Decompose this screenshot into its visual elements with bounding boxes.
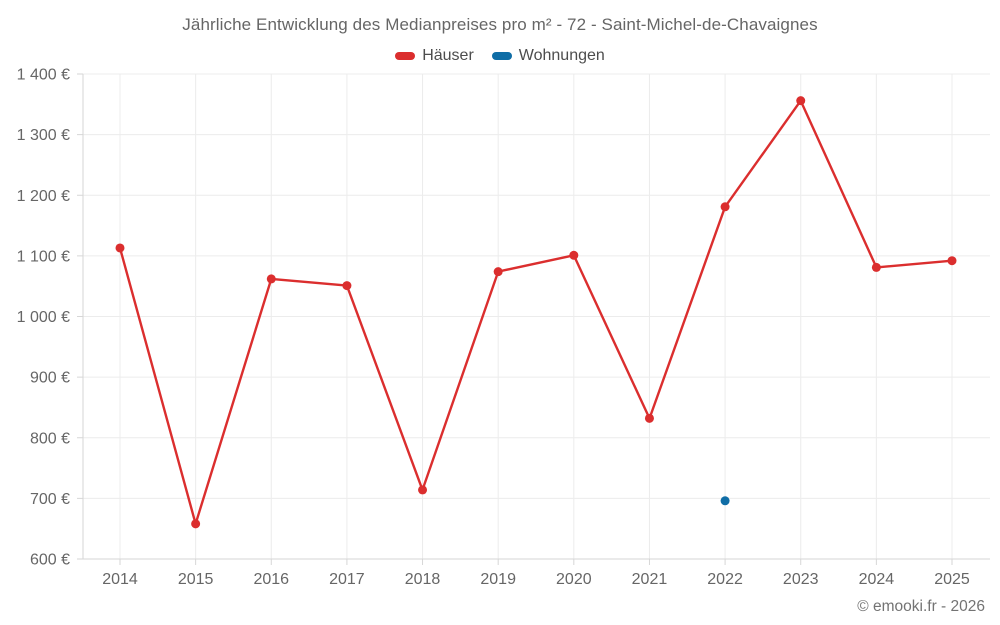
legend-item-wohnungen[interactable]: Wohnungen xyxy=(491,47,605,65)
copyright-watermark: © emooki.fr - 2026 xyxy=(857,598,985,615)
y-tick-label: 1 200 € xyxy=(17,188,70,205)
y-tick-label: 900 € xyxy=(30,370,70,387)
x-tick-label: 2014 xyxy=(102,571,138,588)
y-tick-label: 1 300 € xyxy=(17,127,70,144)
data-point-häuser-2018[interactable] xyxy=(418,485,428,495)
hauser-series-swatch-icon xyxy=(395,52,416,60)
x-tick-label: 2021 xyxy=(632,571,668,588)
x-tick-label: 2015 xyxy=(178,571,214,588)
x-tick-label: 2018 xyxy=(405,571,441,588)
data-point-häuser-2014[interactable] xyxy=(115,243,125,253)
x-tick-label: 2024 xyxy=(859,571,895,588)
x-tick-label: 2016 xyxy=(253,571,289,588)
y-tick-label: 1 000 € xyxy=(17,309,70,326)
y-tick-label: 700 € xyxy=(30,491,70,508)
series-line-häuser xyxy=(118,99,954,525)
x-tick-label: 2025 xyxy=(934,571,970,588)
x-tick-label: 2023 xyxy=(783,571,819,588)
data-point-häuser-2017[interactable] xyxy=(342,281,352,291)
data-point-häuser-2023[interactable] xyxy=(796,96,806,106)
x-tick-label: 2017 xyxy=(329,571,365,588)
y-tick-label: 800 € xyxy=(30,430,70,447)
data-point-häuser-2016[interactable] xyxy=(266,274,276,284)
data-point-wohnungen-2022[interactable] xyxy=(720,496,730,506)
data-point-häuser-2021[interactable] xyxy=(644,413,654,423)
data-point-häuser-2015[interactable] xyxy=(191,519,201,529)
y-tick-label: 1 400 € xyxy=(17,67,70,84)
x-tick-label: 2020 xyxy=(556,571,592,588)
legend: Häuser Wohnungen xyxy=(0,47,1000,65)
x-tick-label: 2022 xyxy=(707,571,743,588)
chart-title: Jährliche Entwicklung des Medianpreises … xyxy=(182,15,818,34)
wohnungen-series-swatch-icon xyxy=(491,52,512,60)
legend-label-wohnungen: Wohnungen xyxy=(518,47,605,64)
legend-item-hauser[interactable]: Häuser xyxy=(395,47,474,65)
data-point-häuser-2024[interactable] xyxy=(871,262,881,272)
legend-label-hauser: Häuser xyxy=(422,47,474,64)
y-tick-label: 1 100 € xyxy=(17,248,70,265)
data-point-häuser-2025[interactable] xyxy=(947,256,957,266)
x-tick-label: 2019 xyxy=(480,571,516,588)
data-point-häuser-2019[interactable] xyxy=(493,267,503,277)
data-point-häuser-2020[interactable] xyxy=(569,250,579,260)
y-tick-label: 600 € xyxy=(30,552,70,569)
data-point-häuser-2022[interactable] xyxy=(720,202,730,212)
